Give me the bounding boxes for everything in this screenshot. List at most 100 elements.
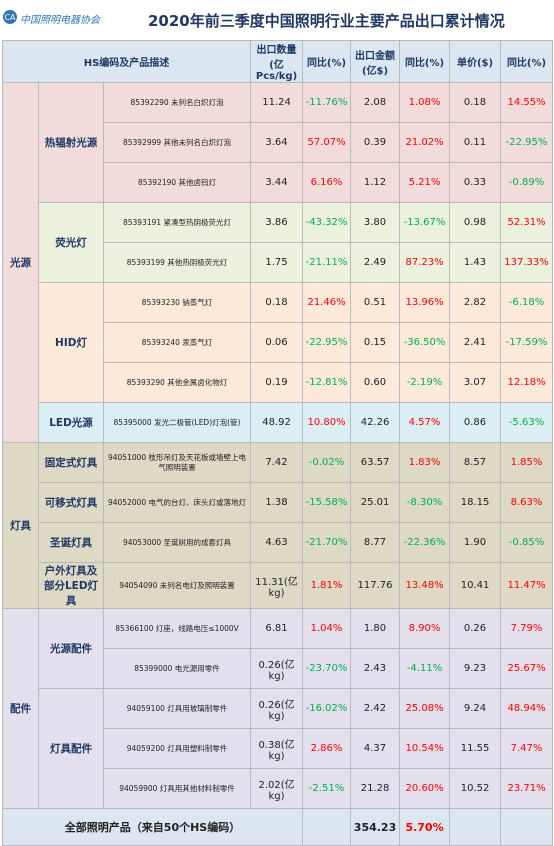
price-yoy: -5.63% bbox=[500, 402, 554, 443]
price-yoy: 7.79% bbox=[500, 608, 554, 649]
amount: 4.37 bbox=[350, 728, 401, 769]
group-name: 光源 bbox=[2, 82, 39, 443]
amount-yoy: 21.02% bbox=[399, 122, 451, 163]
quantity-yoy: -43.32% bbox=[302, 202, 352, 243]
product-desc: 94059100 灯具用玻璃制零件 bbox=[102, 688, 252, 729]
product-desc: 85395000 发光二极管(LED)灯泡(管) bbox=[102, 402, 252, 443]
product-desc: 94059200 灯具用塑料制零件 bbox=[102, 728, 252, 769]
table-row: 85393199 其他热阴极荧光灯 1.75 -21.11% 2.49 87.23% 1.… bbox=[3, 242, 554, 283]
column-header: 同比(%) bbox=[500, 40, 554, 83]
column-header: 单价($) bbox=[449, 40, 502, 83]
amount: 117.76 bbox=[350, 562, 401, 609]
table-row: 配件 光源配件 85366100 灯座，线路电压≤1000V 6.81 1.04% 1.8… bbox=[2, 608, 554, 809]
quantity: 11.31(亿kg) bbox=[250, 562, 304, 609]
amount-yoy: 8.90% bbox=[399, 608, 451, 649]
amount-yoy: -22.36% bbox=[399, 522, 451, 563]
table-row: 荧光灯 85393191 紧凑型热阴极荧光灯 3.86 -43.32% 3.80 -13.… bbox=[3, 202, 554, 283]
subgroup-name: 灯具配件 bbox=[38, 688, 104, 809]
table-row: 94059200 灯具用塑料制零件 0.38(亿kg) 2.86% 4.37 10.54… bbox=[3, 728, 554, 769]
table-row: 光源 热辐射光源 85392290 未列名白炽灯泡 11.24 -11.76% 2.08 1… bbox=[2, 82, 554, 443]
amount: 0.15 bbox=[350, 322, 401, 363]
unit-price: 0.98 bbox=[449, 202, 502, 243]
quantity-yoy: 57.07% bbox=[302, 122, 352, 163]
amount: 1.12 bbox=[350, 162, 401, 203]
subgroup-name: 荧光灯 bbox=[38, 202, 104, 283]
table-row: 可移式灯具 94052000 电气的台灯、床头灯或落地灯 1.38 -15.58% 25… bbox=[3, 482, 554, 523]
quantity-yoy: -2.51% bbox=[302, 768, 352, 809]
amount-yoy: -13.67% bbox=[399, 202, 451, 243]
price-yoy: 137.33% bbox=[500, 242, 554, 283]
amount: 25.01 bbox=[350, 482, 401, 523]
unit-price: 10.52 bbox=[449, 768, 502, 809]
price-yoy: 52.31% bbox=[500, 202, 554, 243]
quantity-yoy: -21.70% bbox=[302, 522, 352, 563]
product-desc: 85393240 汞蒸气灯 bbox=[102, 322, 252, 363]
unit-price: 9.24 bbox=[449, 688, 502, 729]
amount-yoy: -36.50% bbox=[399, 322, 451, 363]
product-desc: 85393230 钠蒸气灯 bbox=[102, 282, 252, 323]
table-row: 85392190 其他卤钨灯 3.44 6.16% 1.12 5.21% 0.33 -0.8… bbox=[3, 162, 554, 203]
table-row: 圣诞灯具 94053000 圣诞树用的成套灯具 4.63 -21.70% 8.77 -22… bbox=[3, 522, 554, 563]
table-row: 85393240 汞蒸气灯 0.06 -22.95% 0.15 -36.50% 2.41-… bbox=[3, 322, 554, 363]
subgroup-name: 户外灯具及部分LED灯具 bbox=[38, 562, 104, 609]
quantity-yoy: -12.81% bbox=[302, 362, 352, 403]
header: CA 中国照明电器协会 2020年前三季度中国照明行业主要产品出口累计情况 bbox=[0, 0, 554, 40]
product-desc: 85392999 其他未列名白炽灯泡 bbox=[102, 122, 252, 163]
price-yoy: 8.63% bbox=[500, 482, 554, 523]
unit-price: 0.33 bbox=[449, 162, 502, 203]
total-yoy: 5.70% bbox=[399, 808, 451, 846]
quantity-yoy: 1.81% bbox=[302, 562, 352, 609]
quantity: 0.26(亿kg) bbox=[250, 648, 304, 689]
amount-yoy: -4.11% bbox=[399, 648, 451, 689]
amount-yoy: 25.08% bbox=[399, 688, 451, 729]
quantity: 0.26(亿kg) bbox=[250, 688, 304, 729]
unit-price: 2.82 bbox=[449, 282, 502, 323]
table-row: HID灯 85393230 钠蒸气灯 0.18 21.46% 0.51 13.96% 2.8… bbox=[3, 282, 554, 403]
amount: 1.80 bbox=[350, 608, 401, 649]
quantity: 48.92 bbox=[250, 402, 304, 443]
unit-price: 0.26 bbox=[449, 608, 502, 649]
total-amount: 354.23 bbox=[350, 808, 401, 846]
subgroup-name: 热辐射光源 bbox=[38, 82, 104, 203]
quantity-yoy: -15.58% bbox=[302, 482, 352, 523]
price-yoy: 1.85% bbox=[500, 442, 554, 483]
quantity: 11.24 bbox=[250, 82, 304, 123]
amount: 2.08 bbox=[350, 82, 401, 123]
empty bbox=[449, 808, 502, 846]
amount: 8.77 bbox=[350, 522, 401, 563]
subgroup-name: 可移式灯具 bbox=[38, 482, 104, 523]
quantity: 3.44 bbox=[250, 162, 304, 203]
quantity: 3.86 bbox=[250, 202, 304, 243]
quantity: 7.42 bbox=[250, 442, 304, 483]
amount: 0.51 bbox=[350, 282, 401, 323]
quantity: 4.63 bbox=[250, 522, 304, 563]
amount: 3.80 bbox=[350, 202, 401, 243]
table-row: 户外灯具及部分LED灯具 94054090 未列名电灯及照明装置 11.31(亿kg… bbox=[3, 562, 554, 609]
quantity: 3.64 bbox=[250, 122, 304, 163]
amount-yoy: 20.60% bbox=[399, 768, 451, 809]
column-header: HS编码及产品描述 bbox=[1, 40, 252, 83]
product-desc: 85393290 其他金属卤化物灯 bbox=[102, 362, 252, 403]
quantity-yoy: -22.95% bbox=[302, 322, 352, 363]
subgroup-name: HID灯 bbox=[38, 282, 104, 403]
price-yoy: 14.55% bbox=[500, 82, 554, 123]
total-label: 全部照明产品（来自50个HS编码） bbox=[1, 808, 304, 846]
quantity: 2.02(亿kg) bbox=[250, 768, 304, 809]
product-desc: 94059900 灯具用其他材料制零件 bbox=[102, 768, 252, 809]
unit-price: 0.18 bbox=[449, 82, 502, 123]
unit-price: 9.23 bbox=[449, 648, 502, 689]
quantity: 0.18 bbox=[250, 282, 304, 323]
product-desc: 85392190 其他卤钨灯 bbox=[102, 162, 252, 203]
unit-price: 1.90 bbox=[449, 522, 502, 563]
quantity-yoy: -11.76% bbox=[302, 82, 352, 123]
amount: 2.49 bbox=[350, 242, 401, 283]
subgroup-name: 固定式灯具 bbox=[38, 442, 104, 483]
price-yoy: 23.71% bbox=[500, 768, 554, 809]
unit-price: 0.86 bbox=[449, 402, 502, 443]
price-yoy: 48.94% bbox=[500, 688, 554, 729]
quantity-yoy: -0.02% bbox=[302, 442, 352, 483]
column-header: 出口金额 (亿$) bbox=[350, 40, 401, 83]
quantity-yoy: 1.04% bbox=[302, 608, 352, 649]
unit-price: 2.41 bbox=[449, 322, 502, 363]
table-row: 全部照明产品（来自50个HS编码） 354.23 5.70% bbox=[1, 808, 554, 846]
